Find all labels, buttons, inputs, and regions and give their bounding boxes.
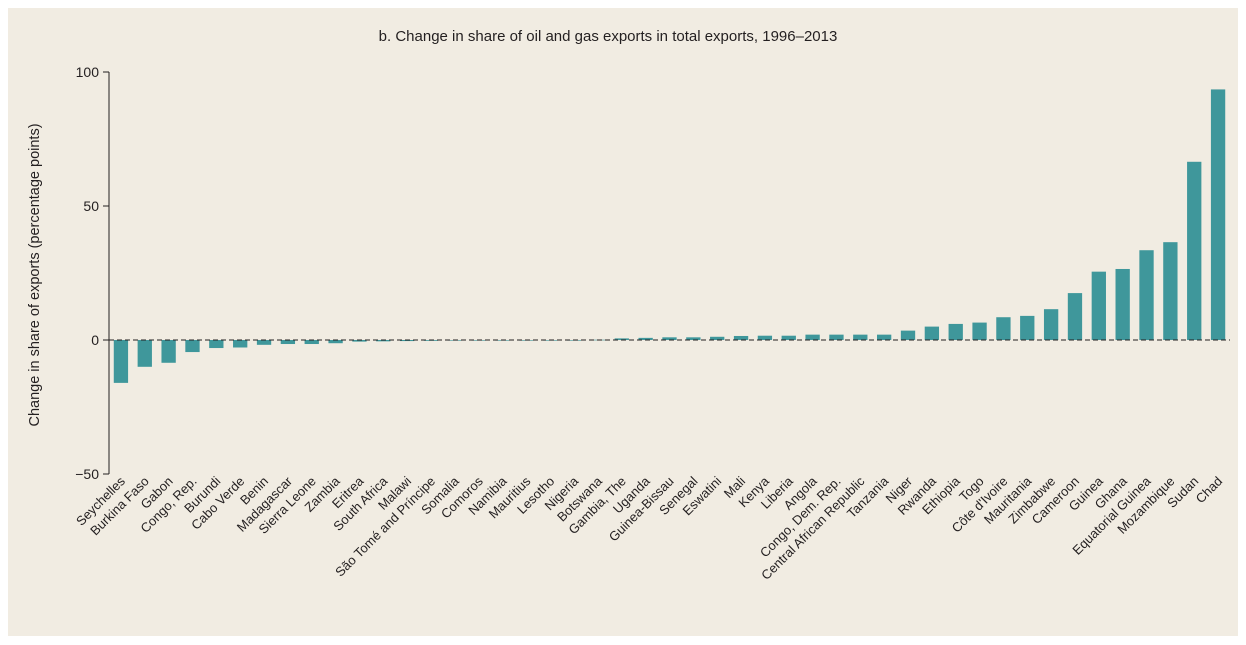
bar xyxy=(161,340,176,363)
bar xyxy=(1163,242,1178,340)
bar xyxy=(686,337,701,340)
bar xyxy=(829,334,844,340)
bar xyxy=(1067,293,1083,340)
bar xyxy=(1187,161,1202,340)
bar xyxy=(280,340,296,345)
bar xyxy=(1091,271,1106,340)
y-tick-label: −50 xyxy=(75,466,99,482)
bar xyxy=(853,334,868,340)
bar xyxy=(352,340,367,342)
category-label: Chad xyxy=(1193,474,1226,507)
chart-panel: b. Change in share of oil and gas export… xyxy=(8,8,1238,636)
bar xyxy=(662,337,677,340)
bar xyxy=(710,336,725,340)
bar xyxy=(900,330,916,340)
bar xyxy=(972,322,987,340)
bar xyxy=(304,340,319,345)
bar xyxy=(113,340,129,383)
bar xyxy=(996,317,1011,340)
bar xyxy=(233,340,248,348)
bar xyxy=(209,340,224,349)
bar xyxy=(1115,268,1130,340)
bar xyxy=(399,340,415,342)
bar xyxy=(1020,315,1035,340)
bar xyxy=(1139,250,1154,340)
bar xyxy=(256,340,272,345)
bar xyxy=(948,323,963,340)
y-tick-label: 50 xyxy=(83,198,99,214)
bar xyxy=(877,334,892,340)
y-axis-title: Change in share of exports (percentage p… xyxy=(27,123,43,426)
bar-chart: b. Change in share of oil and gas export… xyxy=(27,28,1230,583)
bar xyxy=(185,340,200,353)
bar xyxy=(638,337,653,340)
chart-title: b. Change in share of oil and gas export… xyxy=(379,28,838,45)
bar xyxy=(805,334,820,340)
bar xyxy=(1043,309,1059,340)
bar xyxy=(924,326,940,340)
bar xyxy=(781,335,796,340)
bar xyxy=(614,338,629,340)
y-axis: −50 0 50 100 xyxy=(75,64,110,482)
bar xyxy=(328,340,343,344)
y-tick-label: 0 xyxy=(91,332,99,348)
bars xyxy=(109,89,1230,383)
bar xyxy=(733,335,749,340)
bar xyxy=(1210,89,1226,340)
bar xyxy=(376,340,391,342)
y-tick-label: 100 xyxy=(76,64,100,80)
bar xyxy=(757,335,773,340)
bar xyxy=(137,340,152,367)
